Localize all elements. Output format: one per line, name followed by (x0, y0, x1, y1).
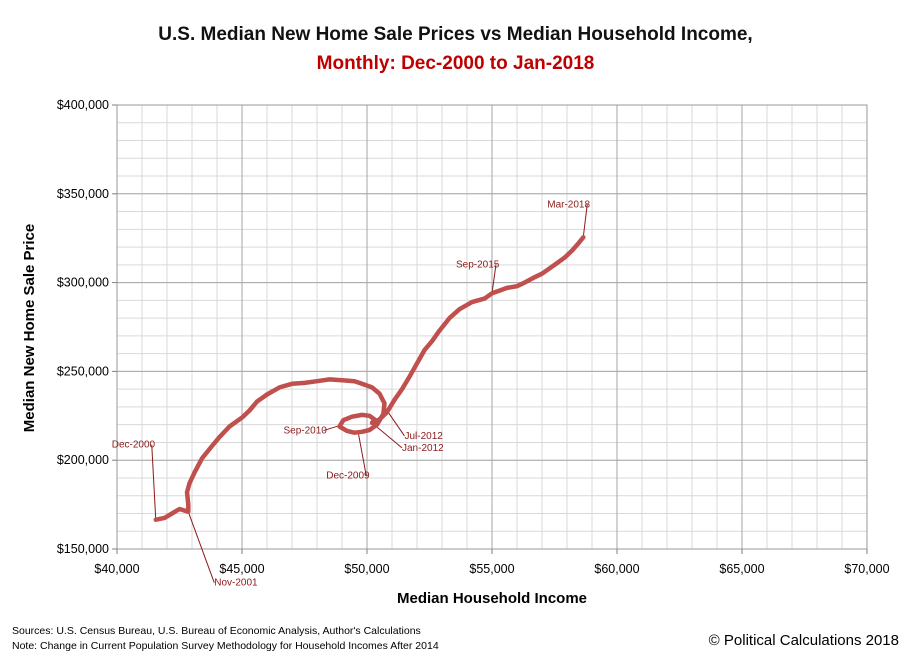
annotation-label: Mar-2018 (547, 199, 590, 210)
x-tick-label: $40,000 (94, 562, 139, 576)
axis-ticks: $40,000 $45,000 $50,000 $55,000 $60,000 $65,0… (57, 98, 890, 576)
annotation-label: Jul-2012 (405, 431, 444, 442)
annotation-label: Dec-2000 (112, 440, 156, 451)
gridlines (116, 104, 868, 550)
annotations: Dec-2000 Nov-2001 Dec-2009 Sep-2010 Jan-2012… (112, 199, 591, 588)
copyright: © Political Calculations 2018 (708, 632, 899, 649)
annotation-leader (582, 204, 588, 238)
y-tick-label: $150,000 (57, 542, 109, 556)
sources-note: Sources: U.S. Census Bureau, U.S. Bureau… (12, 625, 421, 637)
annotation-label: Sep-2010 (284, 426, 328, 437)
chart-subtitle: Monthly: Dec-2000 to Jan-2018 (316, 53, 595, 74)
y-axis-title: Median New Home Sale Price (21, 224, 38, 432)
x-tick-label: $65,000 (719, 562, 764, 576)
chart-title: U.S. Median New Home Sale Prices vs Medi… (158, 24, 753, 45)
annotation-leader (357, 432, 367, 476)
x-axis-title: Median Household Income (397, 590, 587, 607)
y-tick-label: $200,000 (57, 453, 109, 467)
x-tick-label: $60,000 (594, 562, 639, 576)
annotation-label: Nov-2001 (214, 578, 258, 589)
series-line (153, 235, 586, 522)
annotation-leader (187, 511, 215, 583)
annotation-label: Jan-2012 (402, 443, 444, 454)
annotation-label: Sep-2015 (456, 259, 500, 270)
y-tick-label: $300,000 (57, 276, 109, 290)
x-tick-label: $70,000 (844, 562, 889, 576)
x-tick-label: $50,000 (344, 562, 389, 576)
y-tick-label: $350,000 (57, 187, 109, 201)
methodology-note: Note: Change in Current Population Surve… (12, 640, 439, 652)
annotation-leader (323, 425, 340, 432)
x-tick-label: $55,000 (469, 562, 514, 576)
x-tick-label: $45,000 (219, 562, 264, 576)
annotation-label: Dec-2009 (326, 471, 370, 482)
annotation-leader (151, 444, 157, 520)
annotation-leader (491, 264, 497, 294)
y-tick-label: $250,000 (57, 364, 109, 378)
y-tick-label: $400,000 (57, 98, 109, 112)
